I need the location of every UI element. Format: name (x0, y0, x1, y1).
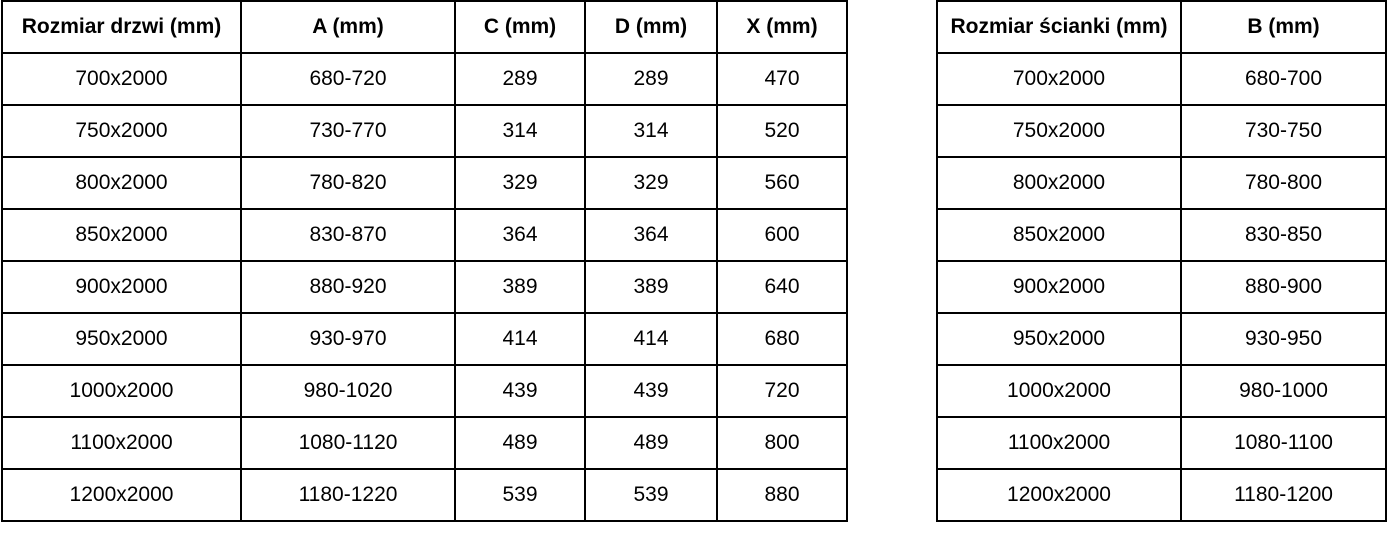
cell-b: 680-700 (1180, 52, 1387, 106)
column-header-rozmiar-scianki: Rozmiar ścianki (mm) (936, 0, 1182, 54)
table-row: 1100x2000 1080-1120 489 489 800 (1, 416, 848, 470)
cell-d: 489 (584, 416, 718, 470)
cell-b: 1180-1200 (1180, 468, 1387, 522)
cell-x: 560 (716, 156, 848, 210)
table-row: 1200x2000 1180-1200 (936, 468, 1387, 522)
cell-c: 389 (454, 260, 586, 314)
table-row: 800x2000 780-800 (936, 156, 1387, 210)
cell-x: 800 (716, 416, 848, 470)
cell-b: 930-950 (1180, 312, 1387, 366)
column-header-b: B (mm) (1180, 0, 1387, 54)
table-row: 850x2000 830-850 (936, 208, 1387, 262)
cell-b: 730-750 (1180, 104, 1387, 158)
table-header-row: Rozmiar drzwi (mm) A (mm) C (mm) D (mm) … (1, 0, 848, 54)
cell-x: 520 (716, 104, 848, 158)
cell-door-size: 750x2000 (1, 104, 242, 158)
cell-wall-size: 1200x2000 (936, 468, 1182, 522)
cell-d: 314 (584, 104, 718, 158)
cell-x: 880 (716, 468, 848, 522)
cell-a: 980-1020 (240, 364, 456, 418)
table-row: 850x2000 830-870 364 364 600 (1, 208, 848, 262)
table-row: 700x2000 680-720 289 289 470 (1, 52, 848, 106)
cell-c: 329 (454, 156, 586, 210)
cell-c: 539 (454, 468, 586, 522)
cell-door-size: 800x2000 (1, 156, 242, 210)
cell-d: 414 (584, 312, 718, 366)
cell-a: 880-920 (240, 260, 456, 314)
cell-c: 489 (454, 416, 586, 470)
table-row: 1000x2000 980-1020 439 439 720 (1, 364, 848, 418)
cell-a: 1180-1220 (240, 468, 456, 522)
cell-b: 880-900 (1180, 260, 1387, 314)
cell-x: 640 (716, 260, 848, 314)
cell-wall-size: 950x2000 (936, 312, 1182, 366)
cell-wall-size: 1100x2000 (936, 416, 1182, 470)
column-header-c: C (mm) (454, 0, 586, 54)
table-header-row: Rozmiar ścianki (mm) B (mm) (936, 0, 1387, 54)
table-row: 750x2000 730-770 314 314 520 (1, 104, 848, 158)
column-header-x: X (mm) (716, 0, 848, 54)
cell-wall-size: 800x2000 (936, 156, 1182, 210)
cell-b: 1080-1100 (1180, 416, 1387, 470)
cell-door-size: 1200x2000 (1, 468, 242, 522)
wall-sizes-table: Rozmiar ścianki (mm) B (mm) 700x2000 680… (936, 0, 1387, 522)
table-row: 1200x2000 1180-1220 539 539 880 (1, 468, 848, 522)
cell-d: 389 (584, 260, 718, 314)
cell-door-size: 1100x2000 (1, 416, 242, 470)
cell-c: 439 (454, 364, 586, 418)
column-header-d: D (mm) (584, 0, 718, 54)
cell-a: 1080-1120 (240, 416, 456, 470)
cell-x: 470 (716, 52, 848, 106)
cell-d: 289 (584, 52, 718, 106)
cell-c: 414 (454, 312, 586, 366)
table-row: 900x2000 880-920 389 389 640 (1, 260, 848, 314)
cell-door-size: 1000x2000 (1, 364, 242, 418)
table-row: 800x2000 780-820 329 329 560 (1, 156, 848, 210)
cell-door-size: 900x2000 (1, 260, 242, 314)
cell-a: 730-770 (240, 104, 456, 158)
cell-wall-size: 700x2000 (936, 52, 1182, 106)
cell-a: 680-720 (240, 52, 456, 106)
table-row: 1100x2000 1080-1100 (936, 416, 1387, 470)
cell-a: 780-820 (240, 156, 456, 210)
cell-d: 364 (584, 208, 718, 262)
cell-door-size: 950x2000 (1, 312, 242, 366)
cell-a: 830-870 (240, 208, 456, 262)
cell-a: 930-970 (240, 312, 456, 366)
cell-c: 289 (454, 52, 586, 106)
cell-x: 720 (716, 364, 848, 418)
cell-wall-size: 850x2000 (936, 208, 1182, 262)
cell-c: 364 (454, 208, 586, 262)
table-row: 1000x2000 980-1000 (936, 364, 1387, 418)
column-header-rozmiar-drzwi: Rozmiar drzwi (mm) (1, 0, 242, 54)
cell-d: 329 (584, 156, 718, 210)
cell-b: 980-1000 (1180, 364, 1387, 418)
cell-wall-size: 1000x2000 (936, 364, 1182, 418)
cell-d: 539 (584, 468, 718, 522)
table-row: 750x2000 730-750 (936, 104, 1387, 158)
cell-wall-size: 900x2000 (936, 260, 1182, 314)
table-row: 700x2000 680-700 (936, 52, 1387, 106)
table-row: 950x2000 930-950 (936, 312, 1387, 366)
cell-b: 780-800 (1180, 156, 1387, 210)
cell-wall-size: 750x2000 (936, 104, 1182, 158)
table-row: 950x2000 930-970 414 414 680 (1, 312, 848, 366)
cell-d: 439 (584, 364, 718, 418)
column-header-a: A (mm) (240, 0, 456, 54)
cell-x: 680 (716, 312, 848, 366)
cell-door-size: 700x2000 (1, 52, 242, 106)
cell-door-size: 850x2000 (1, 208, 242, 262)
cell-b: 830-850 (1180, 208, 1387, 262)
table-row: 900x2000 880-900 (936, 260, 1387, 314)
cell-x: 600 (716, 208, 848, 262)
door-sizes-table: Rozmiar drzwi (mm) A (mm) C (mm) D (mm) … (1, 0, 848, 522)
cell-c: 314 (454, 104, 586, 158)
